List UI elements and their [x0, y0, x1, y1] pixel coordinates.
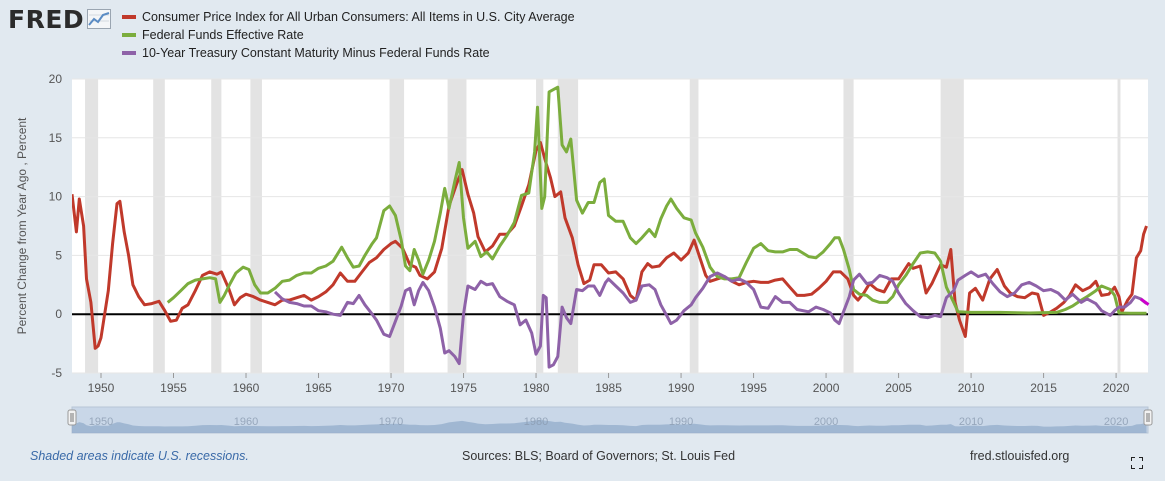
legend-label-cpi: Consumer Price Index for All Urban Consu… [142, 10, 575, 24]
x-tick-label: 1975 [450, 381, 477, 395]
legend-item-spread[interactable]: 10-Year Treasury Constant Maturity Minus… [122, 44, 575, 62]
y-tick-label: 10 [49, 190, 63, 204]
recession-band-3 [250, 79, 262, 373]
range-end-marker [1139, 297, 1150, 306]
recession-band-2 [211, 79, 222, 373]
navigator-label: 1950 [89, 416, 113, 428]
x-tick-label: 2000 [813, 381, 840, 395]
chart-legend: Consumer Price Index for All Urban Consu… [122, 8, 575, 62]
x-tick-label: 2005 [885, 381, 912, 395]
chart-line-icon [87, 9, 112, 29]
series-line-spread [273, 270, 1148, 369]
recession-band-1 [153, 79, 165, 373]
recession-band-9 [843, 79, 854, 373]
sources-text: Sources: BLS; Board of Governors; St. Lo… [462, 449, 736, 463]
x-tick-label: 2020 [1103, 381, 1130, 395]
chart-area: -5 0 5 10 15 20 1950 1955 1960 1965 1970 1975 1980 19… [15, 72, 1153, 434]
recession-band-6 [536, 79, 544, 373]
navigator-handle-body [1143, 409, 1153, 426]
logo-text: FRED [8, 4, 85, 34]
navigator-label: 2020 [1104, 416, 1128, 428]
navigator-label: 1990 [669, 416, 693, 428]
plot-background [72, 79, 1148, 373]
recession-band-10 [940, 79, 964, 373]
navigator-handle-right[interactable] [1143, 409, 1153, 426]
navigator-handle-left[interactable] [67, 409, 77, 426]
navigator-label: 1960 [234, 416, 258, 428]
y-tick-label: 5 [55, 248, 62, 262]
navigator-handle-body [67, 409, 77, 426]
expand-icon[interactable] [1131, 457, 1143, 469]
x-tick-label: 1970 [378, 381, 405, 395]
source-url-link[interactable]: fred.stlouisfed.org [970, 449, 1070, 463]
legend-swatch-cpi [122, 15, 136, 19]
x-tick-label: 2015 [1030, 381, 1057, 395]
y-tick-label: 15 [49, 131, 63, 145]
navigator-label: 2010 [959, 416, 983, 428]
x-tick-label: 1980 [523, 381, 550, 395]
recession-note: Shaded areas indicate U.S. recessions. [30, 449, 249, 463]
navigator-label: 1980 [524, 416, 548, 428]
y-tick-label: -5 [51, 366, 62, 380]
x-tick-label: 1985 [595, 381, 622, 395]
legend-item-fedfunds[interactable]: Federal Funds Effective Rate [122, 26, 575, 44]
x-tick-label: 1995 [740, 381, 767, 395]
x-tick-label: 1990 [668, 381, 695, 395]
legend-label-spread: 10-Year Treasury Constant Maturity Minus… [142, 46, 490, 60]
series-line-fedfunds [166, 85, 1147, 315]
navigator-label: 1970 [379, 416, 403, 428]
fred-logo[interactable]: FRED [8, 4, 112, 34]
x-tick-label: 1960 [233, 381, 260, 395]
x-tick-label: 1965 [305, 381, 332, 395]
legend-swatch-spread [122, 51, 136, 55]
navigator-series-area [72, 419, 1147, 433]
y-axis-label: Percent Change from Year Ago , Percent [15, 117, 29, 334]
recession-band-5 [447, 79, 467, 373]
legend-item-cpi[interactable]: Consumer Price Index for All Urban Consu… [122, 8, 575, 26]
legend-label-fedfunds: Federal Funds Effective Rate [142, 28, 304, 42]
series-line-cpi [72, 141, 1148, 350]
x-tick-label: 1955 [160, 381, 187, 395]
legend-swatch-fedfunds [122, 33, 136, 37]
recession-band-11 [1117, 79, 1121, 373]
navigator-label: 2000 [814, 416, 838, 428]
x-tick-label: 2010 [958, 381, 985, 395]
x-tick-label: 1950 [88, 381, 115, 395]
y-tick-label: 20 [49, 72, 63, 86]
y-tick-label: 0 [55, 307, 62, 321]
recession-band-0 [85, 79, 99, 373]
